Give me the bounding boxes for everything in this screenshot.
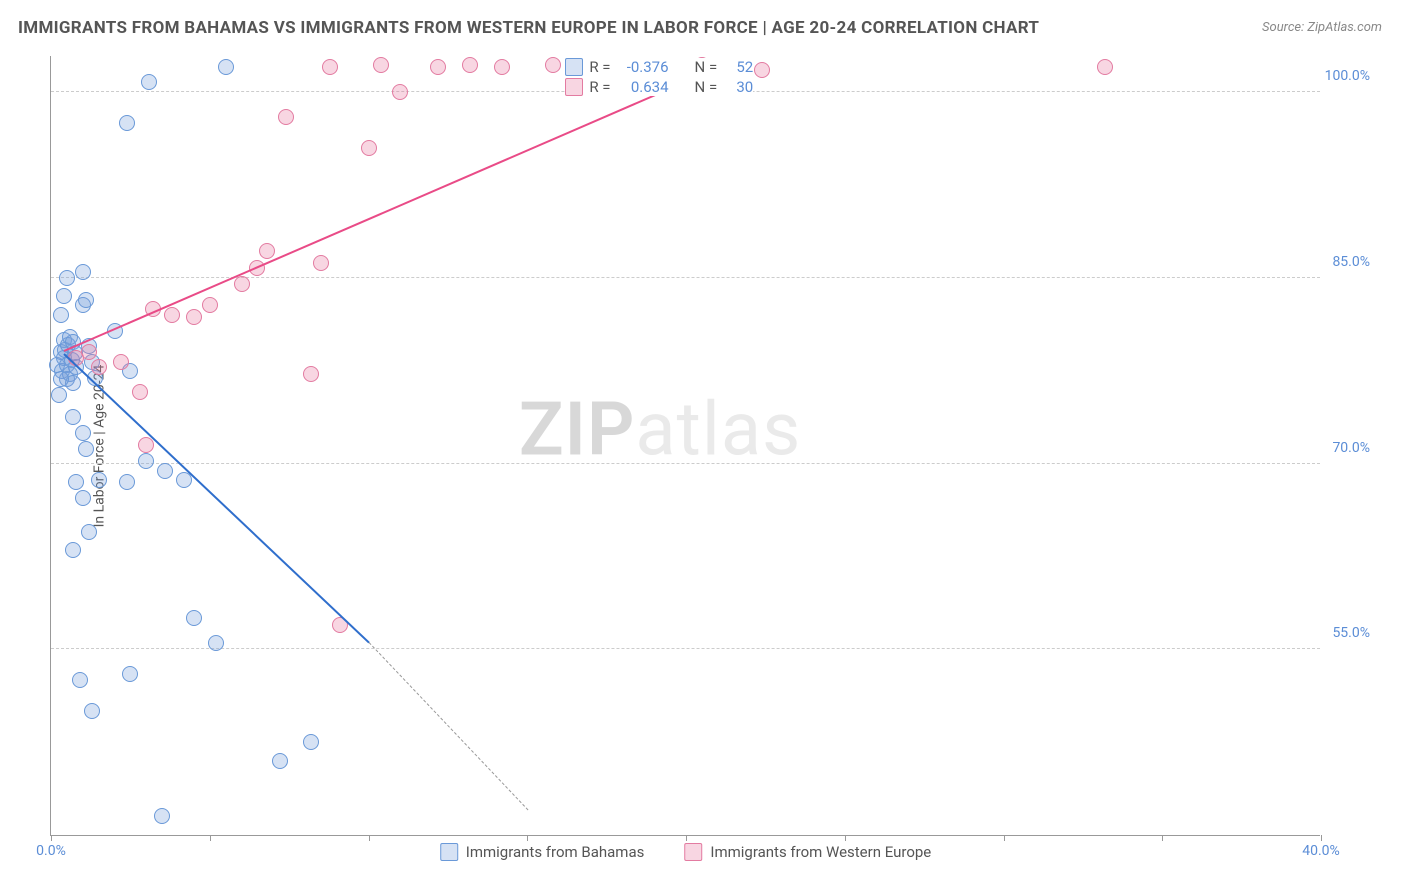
- data-point-bahamas: [119, 115, 135, 131]
- data-point-bahamas: [75, 425, 91, 441]
- data-point-western_europe: [303, 366, 319, 382]
- data-point-bahamas: [72, 672, 88, 688]
- watermark-atlas: atlas: [635, 386, 801, 473]
- data-point-western_europe: [164, 307, 180, 323]
- data-point-bahamas: [51, 387, 67, 403]
- chart-area: In Labor Force | Age 20-24 ZIPatlas R =-…: [50, 56, 1370, 836]
- data-point-bahamas: [53, 371, 69, 387]
- data-point-western_europe: [81, 344, 97, 360]
- data-point-bahamas: [91, 472, 107, 488]
- x-tick-mark: [845, 835, 846, 841]
- legend-item-western_europe: Immigrants from Western Europe: [684, 843, 931, 861]
- data-point-bahamas: [154, 808, 170, 824]
- data-point-western_europe: [113, 354, 129, 370]
- data-point-western_europe: [1097, 59, 1113, 75]
- data-point-bahamas: [75, 490, 91, 506]
- n-value: 30: [723, 78, 753, 96]
- x-tick-mark: [686, 835, 687, 841]
- r-label: R =: [589, 78, 610, 96]
- x-tick-label: 40.0%: [1302, 843, 1340, 859]
- legend-swatch: [440, 843, 458, 861]
- legend-swatch: [684, 843, 702, 861]
- x-tick-label: 0.0%: [36, 843, 66, 859]
- r-label: R =: [589, 58, 610, 76]
- chart-title: IMMIGRANTS FROM BAHAMAS VS IMMIGRANTS FR…: [18, 18, 1039, 38]
- data-point-bahamas: [218, 59, 234, 75]
- x-tick-mark: [51, 835, 52, 841]
- data-point-western_europe: [132, 384, 148, 400]
- data-point-bahamas: [157, 463, 173, 479]
- data-point-bahamas: [122, 666, 138, 682]
- data-point-bahamas: [78, 441, 94, 457]
- legend-swatch: [565, 78, 583, 96]
- source-attribution: Source: ZipAtlas.com: [1262, 20, 1382, 35]
- legend-item-bahamas: Immigrants from Bahamas: [440, 843, 645, 861]
- data-point-bahamas: [186, 610, 202, 626]
- data-point-bahamas: [53, 307, 69, 323]
- legend-swatch: [565, 58, 583, 76]
- data-point-western_europe: [494, 59, 510, 75]
- data-point-bahamas: [59, 270, 75, 286]
- n-label: N =: [695, 58, 718, 76]
- data-point-bahamas: [56, 288, 72, 304]
- data-point-western_europe: [234, 276, 250, 292]
- data-point-bahamas: [68, 474, 84, 490]
- data-point-western_europe: [754, 62, 770, 78]
- data-point-bahamas: [119, 474, 135, 490]
- watermark: ZIPatlas: [519, 386, 801, 473]
- data-point-bahamas: [208, 635, 224, 651]
- data-point-bahamas: [78, 292, 94, 308]
- data-point-western_europe: [361, 140, 377, 156]
- y-tick-label: 100.0%: [1325, 68, 1370, 84]
- x-tick-mark: [210, 835, 211, 841]
- data-point-western_europe: [462, 57, 478, 73]
- trend-line: [63, 63, 727, 352]
- data-point-western_europe: [202, 297, 218, 313]
- data-point-western_europe: [186, 309, 202, 325]
- data-point-bahamas: [65, 409, 81, 425]
- x-tick-mark: [1162, 835, 1163, 841]
- y-tick-label: 70.0%: [1332, 440, 1370, 456]
- data-point-bahamas: [75, 264, 91, 280]
- x-tick-mark: [369, 835, 370, 841]
- n-label: N =: [695, 78, 718, 96]
- x-tick-mark: [527, 835, 528, 841]
- trend-line: [63, 353, 369, 643]
- correlation-legend: R = -0.376 N = 52 R = 0.634 N = 30: [565, 58, 753, 96]
- series-legend: Immigrants from Bahamas Immigrants from W…: [440, 843, 932, 861]
- data-point-western_europe: [278, 109, 294, 125]
- gridline: [51, 648, 1320, 649]
- data-point-western_europe: [322, 59, 338, 75]
- r-value: -0.376: [617, 58, 669, 76]
- legend-row-western_europe: R = 0.634 N = 30: [565, 78, 753, 96]
- data-point-bahamas: [138, 453, 154, 469]
- y-tick-label: 85.0%: [1332, 254, 1370, 270]
- x-tick-mark: [1321, 835, 1322, 841]
- legend-label: Immigrants from Bahamas: [466, 843, 645, 861]
- y-tick-label: 55.0%: [1332, 625, 1370, 641]
- plot-region: ZIPatlas R =-0.376N =52R =0.634N =30 Imm…: [50, 56, 1320, 836]
- n-value: 52: [723, 58, 753, 76]
- data-point-bahamas: [65, 542, 81, 558]
- data-point-bahamas: [81, 524, 97, 540]
- legend-row-bahamas: R = -0.376 N = 52: [565, 58, 753, 76]
- data-point-western_europe: [430, 59, 446, 75]
- watermark-zip: ZIP: [519, 386, 636, 473]
- x-tick-mark: [1004, 835, 1005, 841]
- data-point-western_europe: [545, 57, 561, 73]
- data-point-bahamas: [303, 734, 319, 750]
- r-value: 0.634: [617, 78, 669, 96]
- data-point-bahamas: [84, 703, 100, 719]
- data-point-western_europe: [392, 84, 408, 100]
- data-point-western_europe: [259, 243, 275, 259]
- trend-line: [368, 642, 527, 810]
- data-point-western_europe: [313, 255, 329, 271]
- gridline: [51, 463, 1320, 464]
- data-point-bahamas: [141, 74, 157, 90]
- legend-label: Immigrants from Western Europe: [710, 843, 931, 861]
- data-point-western_europe: [91, 359, 107, 375]
- data-point-western_europe: [373, 57, 389, 73]
- data-point-bahamas: [272, 753, 288, 769]
